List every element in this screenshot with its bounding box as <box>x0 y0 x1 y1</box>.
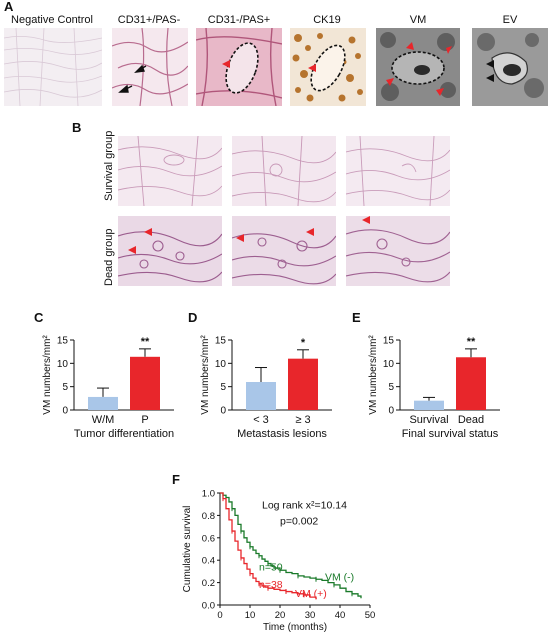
panel-label-d: D <box>188 310 198 325</box>
significance-marker: ** <box>467 336 476 348</box>
survival-group-image-2 <box>232 136 336 206</box>
red-arrow-icon <box>128 228 152 254</box>
series-name-label: VM (-) <box>325 571 354 583</box>
x-tick-label: < 3 <box>253 414 269 426</box>
bar <box>456 357 486 410</box>
series-n-label: n=50 <box>259 561 283 573</box>
dead-group-image-1 <box>118 216 222 286</box>
x-axis-label: Tumor differentiation <box>74 428 174 440</box>
x-tick-label: Dead <box>458 414 484 426</box>
row-label-survival-group: Survival group <box>103 130 115 201</box>
panel-label-a: A <box>4 0 14 14</box>
y-tick-label: 5 <box>220 382 226 393</box>
bar-chart-final-survival-status: 0 5 10 15 VM numbers/mm² Survival Dead ** Final … <box>368 335 500 440</box>
y-tick-label: 0.8 <box>202 511 215 522</box>
x-tick-label: 0 <box>217 610 222 621</box>
panel-a-title-cd31neg-paspos: CD31-/PAS+ <box>207 14 271 26</box>
significance-marker: ** <box>141 336 150 348</box>
y-tick-label: 5 <box>62 382 68 393</box>
black-arrow-icon <box>486 60 494 82</box>
panel-a-title-vm: VM <box>409 14 427 26</box>
panel-a-title-ev: EV <box>502 14 518 26</box>
negative-control-micrograph <box>4 28 102 106</box>
row-label-dead-group: Dead group <box>103 228 115 287</box>
x-tick-label: ≥ 3 <box>295 414 310 426</box>
bar-chart-tumor-differentiation: 0 5 10 15 VM numbers/mm² W/M P ** Tumor differen… <box>42 335 174 440</box>
panel-label-f: F <box>172 472 180 487</box>
series-name-label: VM (+) <box>295 588 327 600</box>
panel-label-b: B <box>72 120 82 135</box>
ck19-micrograph <box>290 28 366 106</box>
y-tick-label: 15 <box>215 336 227 347</box>
survival-group-image-3 <box>346 136 450 206</box>
y-tick-label: 0.6 <box>202 533 215 544</box>
x-tick-label: P <box>141 414 148 426</box>
bar <box>414 400 444 410</box>
y-tick-label: 10 <box>57 359 69 370</box>
significance-marker: * <box>301 337 306 349</box>
panel-label-c: C <box>34 310 44 325</box>
red-arrow-icon <box>308 64 316 72</box>
red-arrow-icon <box>362 216 370 224</box>
y-tick-label: 0 <box>62 406 68 417</box>
km-survival-chart: 0.0 0.2 0.4 0.6 0.8 1.0 0 10 20 30 40 50 Cumulative … <box>182 489 376 633</box>
bar-chart-metastasis-lesions: 0 5 10 15 VM numbers/mm² < 3 ≥ 3 * Metastasis le… <box>200 335 332 440</box>
y-tick-label: 1.0 <box>202 489 215 500</box>
y-tick-label: 5 <box>388 382 394 393</box>
y-tick-label: 10 <box>383 359 395 370</box>
cd31pos-pasneg-micrograph <box>112 28 188 106</box>
series-n-label: n=38 <box>259 579 283 591</box>
dead-group-image-3 <box>346 216 450 286</box>
bar <box>88 396 118 410</box>
panel-a-title-negative-control: Negative Control <box>11 14 93 26</box>
x-tick-label: 50 <box>365 610 376 621</box>
y-tick-label: 10 <box>215 359 227 370</box>
y-axis-label: VM numbers/mm² <box>368 335 379 415</box>
y-tick-label: 15 <box>57 336 69 347</box>
panel-a-title-ck19: CK19 <box>313 14 341 26</box>
x-axis-label: Metastasis lesions <box>237 428 327 440</box>
y-axis-label: VM numbers/mm² <box>200 335 211 415</box>
panel-label-e: E <box>352 310 361 325</box>
y-axis-label: VM numbers/mm² <box>42 335 53 415</box>
bar <box>288 358 318 410</box>
log-rank-annotation: Log rank x²=10.14 <box>262 500 347 512</box>
bar <box>130 356 160 410</box>
red-arrow-icon <box>236 228 314 242</box>
ev-micrograph <box>472 28 548 106</box>
x-tick-label: 20 <box>275 610 286 621</box>
vm-micrograph <box>376 28 460 106</box>
x-tick-label: 40 <box>335 610 346 621</box>
black-arrow-icon <box>118 64 147 93</box>
x-tick-label: 30 <box>305 610 316 621</box>
y-tick-label: 0.0 <box>202 601 215 612</box>
y-tick-label: 0 <box>220 406 226 417</box>
x-tick-label: Survival <box>409 414 448 426</box>
survival-group-image-1 <box>118 136 222 206</box>
red-arrow-icon <box>386 42 452 96</box>
bar <box>246 382 276 410</box>
x-axis-label: Final survival status <box>402 428 499 440</box>
red-arrow-icon <box>222 60 230 68</box>
y-tick-label: 15 <box>383 336 395 347</box>
x-tick-label: 10 <box>245 610 256 621</box>
y-tick-label: 0 <box>388 406 394 417</box>
x-tick-label: W/M <box>92 414 115 426</box>
y-tick-label: 0.4 <box>202 556 215 567</box>
y-axis-label: Cumulative survival <box>182 506 193 593</box>
panel-a-title-cd31pos-pasneg: CD31+/PAS- <box>117 14 181 26</box>
y-tick-label: 0.2 <box>202 578 215 589</box>
cd31neg-paspos-micrograph <box>196 28 282 106</box>
p-value-annotation: p=0.002 <box>280 515 318 527</box>
dead-group-image-2 <box>232 216 336 286</box>
x-axis-label: Time (months) <box>263 622 327 633</box>
